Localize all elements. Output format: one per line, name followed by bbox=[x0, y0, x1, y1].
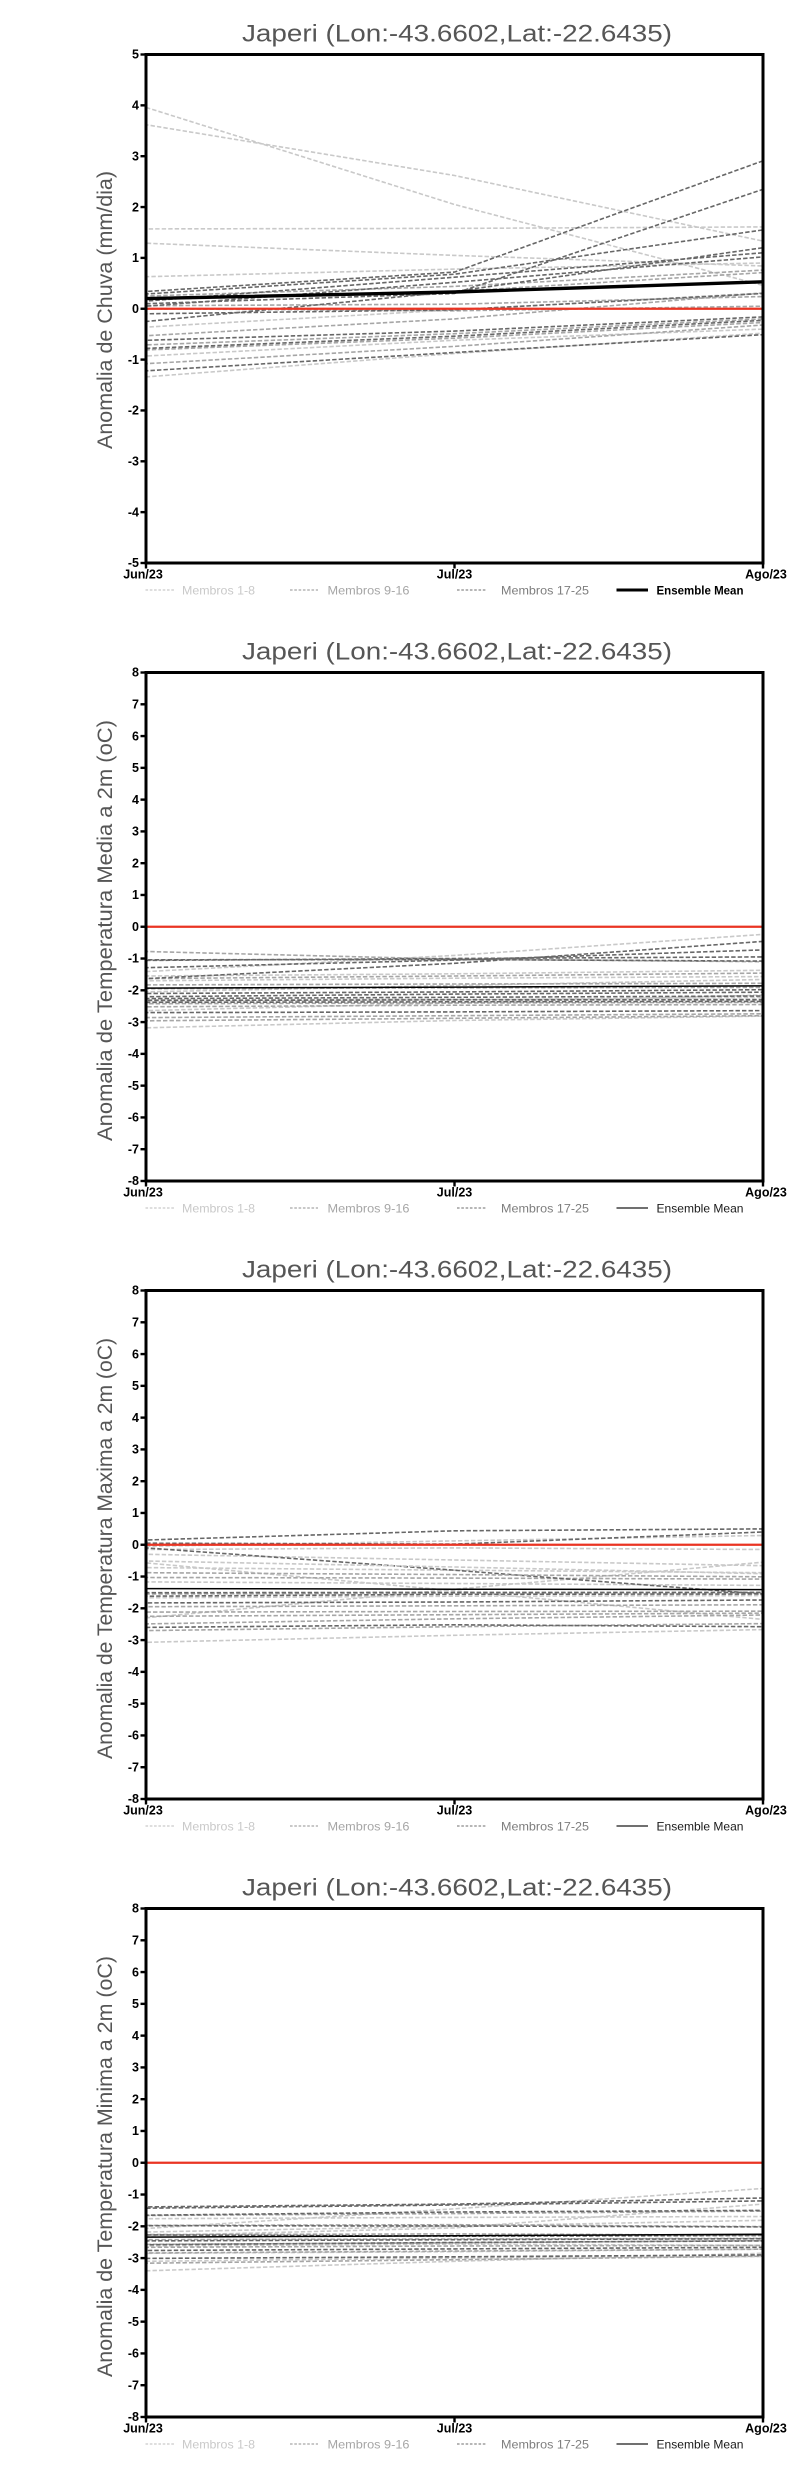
svg-text:-2: -2 bbox=[128, 1602, 139, 1616]
svg-text:Membros 9-16: Membros 9-16 bbox=[328, 584, 410, 597]
svg-text:1: 1 bbox=[132, 888, 139, 902]
svg-text:-5: -5 bbox=[128, 556, 139, 570]
svg-text:Jun/23: Jun/23 bbox=[123, 568, 163, 582]
svg-text:Jun/23: Jun/23 bbox=[123, 1186, 163, 1200]
svg-text:-4: -4 bbox=[128, 2283, 139, 2297]
svg-text:3: 3 bbox=[132, 149, 139, 163]
svg-text:Japeri (Lon:-43.6602,Lat:-22.6: Japeri (Lon:-43.6602,Lat:-22.6435) bbox=[242, 1875, 672, 1902]
svg-text:-1: -1 bbox=[128, 952, 139, 966]
svg-text:-5: -5 bbox=[128, 1079, 139, 1093]
svg-text:-6: -6 bbox=[128, 1729, 139, 1743]
svg-text:-5: -5 bbox=[128, 1697, 139, 1711]
svg-text:Ensemble Mean: Ensemble Mean bbox=[657, 2438, 744, 2451]
svg-text:-1: -1 bbox=[128, 2188, 139, 2202]
svg-text:8: 8 bbox=[132, 1284, 139, 1298]
svg-text:Membros 9-16: Membros 9-16 bbox=[328, 2438, 410, 2451]
svg-text:2: 2 bbox=[132, 1474, 139, 1488]
svg-text:-7: -7 bbox=[128, 2378, 139, 2392]
svg-text:1: 1 bbox=[132, 1506, 139, 1520]
svg-text:-7: -7 bbox=[128, 1142, 139, 1156]
svg-text:Anomalia de Chuva (mm/dia): Anomalia de Chuva (mm/dia) bbox=[94, 171, 117, 449]
svg-text:Membros 17-25: Membros 17-25 bbox=[501, 2438, 589, 2451]
svg-text:-6: -6 bbox=[128, 2347, 139, 2361]
svg-text:2: 2 bbox=[132, 856, 139, 870]
svg-text:-3: -3 bbox=[128, 1015, 139, 1029]
svg-text:5: 5 bbox=[132, 48, 139, 62]
svg-text:3: 3 bbox=[132, 825, 139, 839]
svg-text:4: 4 bbox=[132, 99, 139, 113]
svg-text:Japeri (Lon:-43.6602,Lat:-22.6: Japeri (Lon:-43.6602,Lat:-22.6435) bbox=[242, 1257, 672, 1284]
svg-text:Anomalia de Temperatura Media: Anomalia de Temperatura Media a 2m (oC) bbox=[94, 720, 117, 1141]
svg-text:0: 0 bbox=[132, 1538, 139, 1552]
svg-text:4: 4 bbox=[132, 2029, 139, 2043]
svg-text:Jun/23: Jun/23 bbox=[123, 2422, 163, 2436]
svg-text:-3: -3 bbox=[128, 1633, 139, 1647]
svg-text:Jul/23: Jul/23 bbox=[437, 1804, 472, 1818]
svg-text:-2: -2 bbox=[128, 2220, 139, 2234]
svg-text:Membros 1-8: Membros 1-8 bbox=[182, 584, 255, 597]
svg-text:Membros 1-8: Membros 1-8 bbox=[182, 1820, 255, 1833]
svg-text:Membros 9-16: Membros 9-16 bbox=[328, 1820, 410, 1833]
svg-text:Ago/23: Ago/23 bbox=[745, 1804, 787, 1818]
svg-text:-2: -2 bbox=[128, 404, 139, 418]
svg-text:1: 1 bbox=[132, 251, 139, 265]
svg-text:7: 7 bbox=[132, 1933, 139, 1947]
svg-text:8: 8 bbox=[132, 1902, 139, 1916]
svg-text:6: 6 bbox=[132, 1347, 139, 1361]
svg-text:-6: -6 bbox=[128, 1111, 139, 1125]
svg-text:0: 0 bbox=[132, 920, 139, 934]
svg-text:Membros 17-25: Membros 17-25 bbox=[501, 1202, 589, 1215]
svg-text:8: 8 bbox=[132, 666, 139, 680]
svg-text:-3: -3 bbox=[128, 455, 139, 469]
svg-text:5: 5 bbox=[132, 1997, 139, 2011]
svg-text:6: 6 bbox=[132, 1965, 139, 1979]
svg-text:4: 4 bbox=[132, 793, 139, 807]
svg-text:Jul/23: Jul/23 bbox=[437, 1186, 472, 1200]
svg-text:Membros 9-16: Membros 9-16 bbox=[328, 1202, 410, 1215]
svg-text:Ago/23: Ago/23 bbox=[745, 2422, 787, 2436]
svg-text:Membros 1-8: Membros 1-8 bbox=[182, 2438, 255, 2451]
svg-text:Japeri (Lon:-43.6602,Lat:-22.6: Japeri (Lon:-43.6602,Lat:-22.6435) bbox=[242, 639, 672, 666]
svg-text:Jun/23: Jun/23 bbox=[123, 1804, 163, 1818]
svg-text:0: 0 bbox=[132, 302, 139, 316]
svg-text:Membros 1-8: Membros 1-8 bbox=[182, 1202, 255, 1215]
svg-text:7: 7 bbox=[132, 697, 139, 711]
svg-text:2: 2 bbox=[132, 200, 139, 214]
svg-text:Ensemble Mean: Ensemble Mean bbox=[657, 584, 744, 597]
svg-text:Jul/23: Jul/23 bbox=[437, 568, 472, 582]
svg-text:-2: -2 bbox=[128, 984, 139, 998]
svg-text:Ensemble Mean: Ensemble Mean bbox=[657, 1202, 744, 1215]
svg-text:-7: -7 bbox=[128, 1760, 139, 1774]
svg-text:Ago/23: Ago/23 bbox=[745, 1186, 787, 1200]
svg-text:-1: -1 bbox=[128, 353, 139, 367]
svg-text:5: 5 bbox=[132, 1379, 139, 1393]
svg-text:-5: -5 bbox=[128, 2315, 139, 2329]
svg-text:0: 0 bbox=[132, 2156, 139, 2170]
svg-text:6: 6 bbox=[132, 729, 139, 743]
svg-text:Membros 17-25: Membros 17-25 bbox=[501, 1820, 589, 1833]
svg-text:Japeri (Lon:-43.6602,Lat:-22.6: Japeri (Lon:-43.6602,Lat:-22.6435) bbox=[242, 21, 672, 48]
svg-text:-4: -4 bbox=[128, 505, 139, 519]
svg-text:5: 5 bbox=[132, 761, 139, 775]
svg-text:3: 3 bbox=[132, 2061, 139, 2075]
svg-text:Ago/23: Ago/23 bbox=[745, 568, 787, 582]
svg-text:Anomalia de Temperatura Minima: Anomalia de Temperatura Minima a 2m (oC) bbox=[94, 1956, 117, 2377]
svg-text:-8: -8 bbox=[128, 2410, 139, 2424]
svg-text:Jul/23: Jul/23 bbox=[437, 2422, 472, 2436]
svg-text:-1: -1 bbox=[128, 1570, 139, 1584]
svg-text:-8: -8 bbox=[128, 1792, 139, 1806]
svg-text:2: 2 bbox=[132, 2092, 139, 2106]
svg-text:7: 7 bbox=[132, 1315, 139, 1329]
svg-text:-4: -4 bbox=[128, 1047, 139, 1061]
svg-text:-4: -4 bbox=[128, 1665, 139, 1679]
svg-text:Ensemble Mean: Ensemble Mean bbox=[657, 1820, 744, 1833]
svg-text:1: 1 bbox=[132, 2124, 139, 2138]
svg-text:Membros 17-25: Membros 17-25 bbox=[501, 584, 589, 597]
svg-text:3: 3 bbox=[132, 1443, 139, 1457]
svg-text:-8: -8 bbox=[128, 1174, 139, 1188]
svg-text:Anomalia de Temperatura Maxima: Anomalia de Temperatura Maxima a 2m (oC) bbox=[94, 1338, 117, 1759]
svg-text:-3: -3 bbox=[128, 2251, 139, 2265]
svg-text:4: 4 bbox=[132, 1411, 139, 1425]
